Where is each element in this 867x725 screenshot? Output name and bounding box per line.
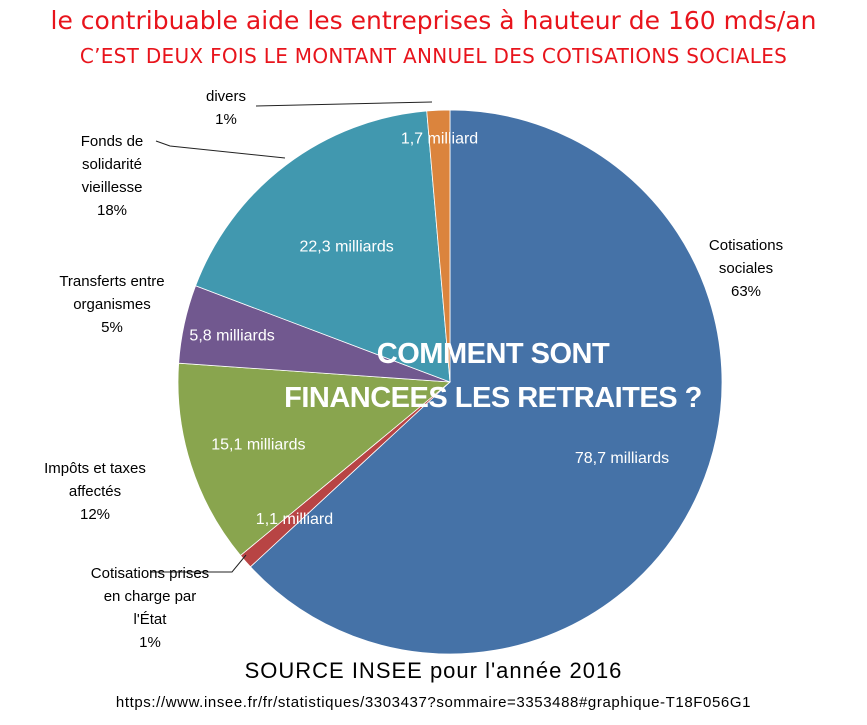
slice-value-label: 1,1 milliard bbox=[256, 511, 333, 528]
slice-value-label: 78,7 milliards bbox=[575, 450, 669, 467]
subheadline: C’EST DEUX FOIS LE MONTANT ANNUEL DES CO… bbox=[79, 44, 788, 68]
leader-line bbox=[255, 101, 433, 107]
pie-slice bbox=[177, 362, 452, 557]
slice-category-label: Cotisations sociales 63% bbox=[709, 237, 783, 300]
slice-value-label: 1,7 milliard bbox=[401, 130, 478, 147]
leader-line bbox=[155, 140, 286, 159]
pie-slice bbox=[195, 110, 451, 383]
slice-value-label: 5,8 milliards bbox=[189, 327, 274, 344]
pie-slice bbox=[426, 109, 451, 383]
overlay-title-line1: COMMENT SONT bbox=[377, 338, 610, 370]
source-url: https://www.insee.fr/fr/statistiques/330… bbox=[115, 694, 752, 711]
headline: le contribuable aide les entreprises à h… bbox=[50, 6, 817, 35]
slice-value-label: 22,3 milliards bbox=[300, 238, 394, 255]
slice-category-label: Transferts entre organismes 5% bbox=[59, 273, 164, 336]
overlay-title-line2: FINANCEES LES RETRAITES ? bbox=[284, 382, 702, 414]
slice-category-label: divers 1% bbox=[206, 88, 246, 128]
source-caption: SOURCE INSEE pour l'année 2016 bbox=[244, 658, 623, 683]
pie-slice bbox=[249, 109, 723, 655]
slice-category-label: Cotisations prises en charge par l'État 1% bbox=[91, 565, 209, 651]
slice-category-label: Fonds de solidarité vieillesse 18% bbox=[81, 133, 144, 219]
leader-line bbox=[150, 554, 247, 573]
slice-value-label: 15,1 milliards bbox=[211, 437, 305, 454]
slice-category-label: Impôts et taxes affectés 12% bbox=[44, 460, 146, 523]
